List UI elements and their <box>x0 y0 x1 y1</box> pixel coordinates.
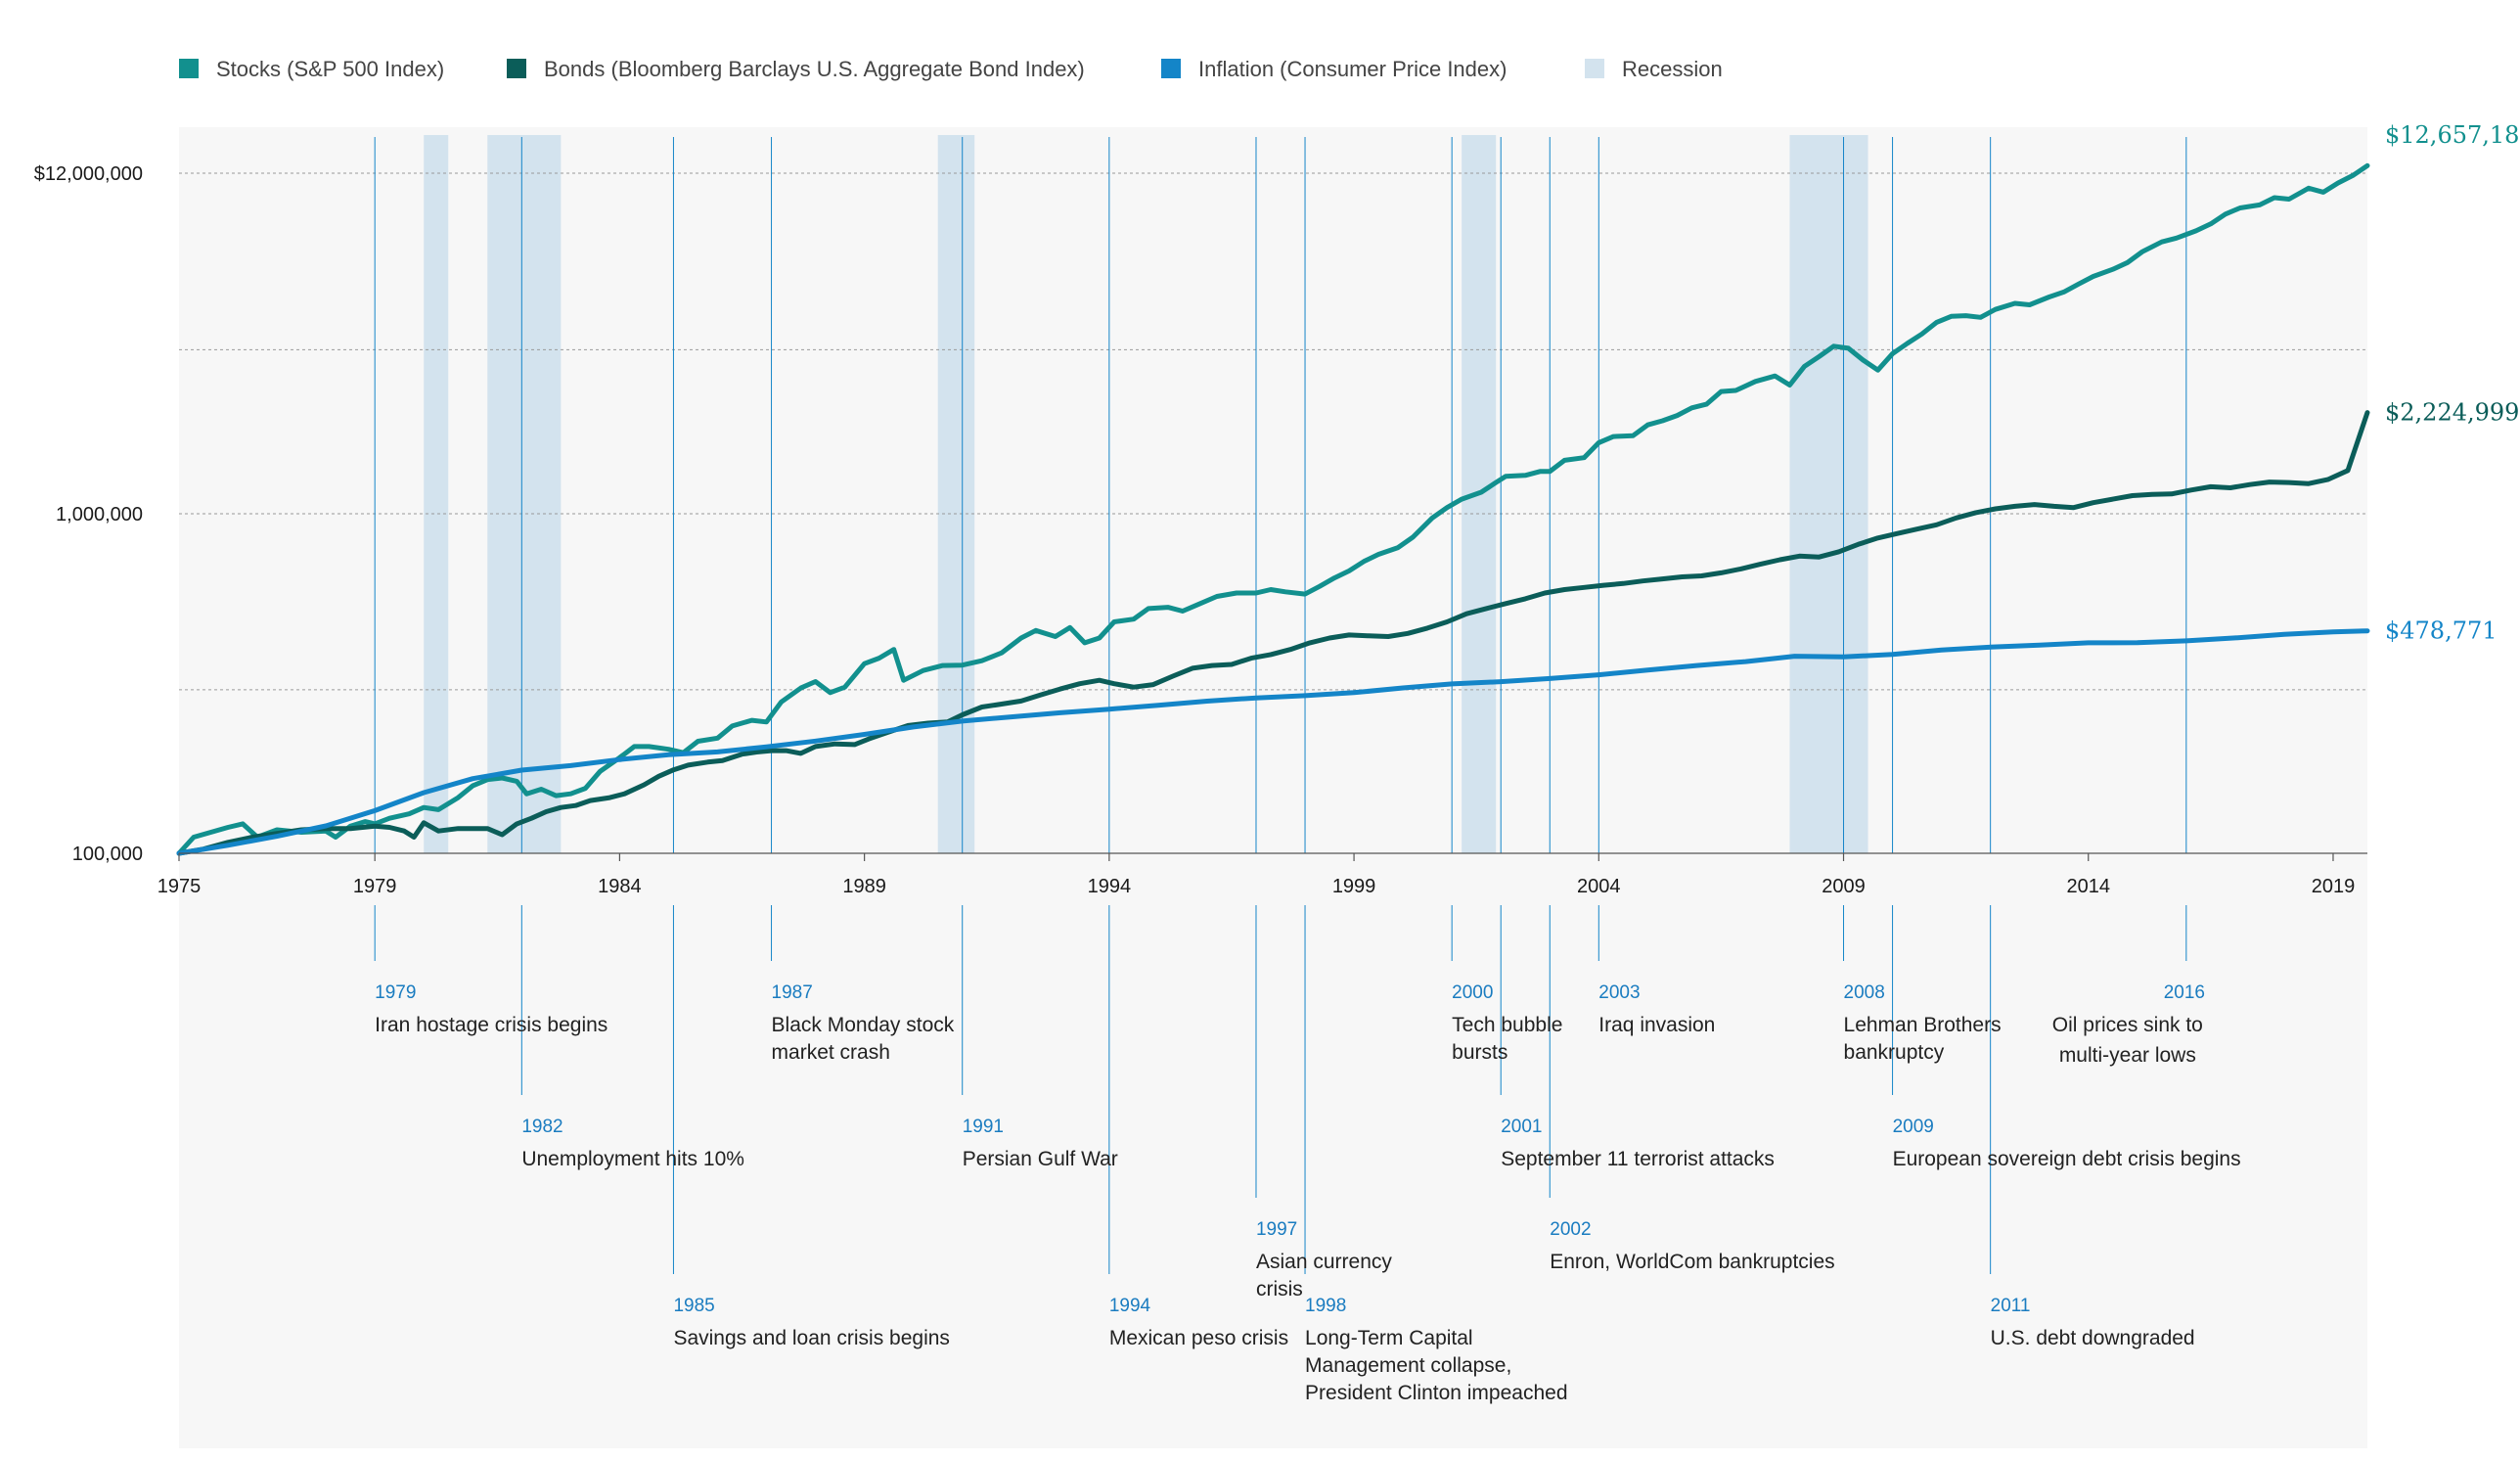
series-line-bonds <box>176 410 2370 856</box>
event-annotation: 1985 Savings and loan crisis begins <box>673 1296 950 1349</box>
event-annotation: 1998 Long-Term Capital Management collapse… <box>1305 1296 1568 1404</box>
legend-label-inflation: Inflation (Consumer Price Index) <box>1198 57 1507 81</box>
legend-swatch-stocks <box>179 59 199 78</box>
event-year: 2001 <box>1501 1117 1542 1137</box>
event-text: bankruptcy <box>1844 1041 1945 1064</box>
event-text: Black Monday stock <box>772 1014 955 1036</box>
x-tick-label: 2004 <box>1577 876 1621 897</box>
x-tick-label: 1994 <box>1088 876 1132 897</box>
event-annotation: 1982 Unemployment hits 10% <box>521 1117 744 1170</box>
legend-swatch-bonds <box>507 59 526 78</box>
event-year: 1987 <box>772 982 813 1003</box>
event-annotation: 2011 U.S. debt downgraded <box>1991 1296 2195 1349</box>
end-label-bonds: $2,224,999 <box>2385 399 2519 427</box>
recession-band <box>487 135 562 853</box>
event-lines <box>374 137 2187 1274</box>
axes: 1975 1979 1984 1989 1994 1999 2004 2009 2014 2019… <box>34 163 2367 897</box>
recession-band <box>937 135 975 853</box>
legend-label-stocks: Stocks (S&P 500 Index) <box>216 57 444 81</box>
x-tick-label: 1975 <box>158 876 202 897</box>
event-year: 2016 <box>2164 982 2205 1003</box>
event-annotation: 1979 Iran hostage crisis begins <box>375 982 608 1036</box>
event-text: Long-Term Capital <box>1305 1327 1473 1349</box>
x-tick-label: 2014 <box>2066 876 2110 897</box>
event-text: Iraq invasion <box>1598 1014 1715 1036</box>
event-annotation: 2001 September 11 terrorist attacks <box>1501 1117 1775 1170</box>
event-annotation: 2009 European sovereign debt crisis begin… <box>1893 1117 2241 1170</box>
event-text: Iran hostage crisis begins <box>375 1014 608 1036</box>
event-text: September 11 terrorist attacks <box>1501 1148 1775 1170</box>
recession-band <box>424 135 449 853</box>
event-text: multi-year lows <box>2059 1044 2196 1067</box>
event-text: Savings and loan crisis begins <box>673 1327 950 1349</box>
end-label-stocks: $12,657,180 <box>2385 121 2520 149</box>
event-text: U.S. debt downgraded <box>1991 1327 2195 1349</box>
event-text: European sovereign debt crisis begins <box>1893 1148 2241 1170</box>
event-annotation: 2008 Lehman Brothers bankruptcy <box>1844 982 2002 1064</box>
event-text: Unemployment hits 10% <box>521 1148 744 1170</box>
event-text: Asian currency <box>1256 1251 1392 1273</box>
y-tick-label: 100,000 <box>72 844 143 865</box>
chart-legend: Stocks (S&P 500 Index) Bonds (Bloomberg B… <box>179 57 1723 81</box>
event-annotation: 1987 Black Monday stock market crash <box>772 982 955 1064</box>
event-year: 1982 <box>521 1117 562 1137</box>
event-year: 2002 <box>1550 1219 1591 1240</box>
series-line-inflation <box>176 628 2370 856</box>
x-tick-label: 1979 <box>353 876 397 897</box>
event-year: 2011 <box>1991 1296 2031 1316</box>
event-text: bursts <box>1452 1041 1508 1064</box>
event-text: Tech bubble <box>1452 1014 1562 1036</box>
event-text: Management collapse, <box>1305 1354 1511 1377</box>
x-tick-label: 1984 <box>598 876 642 897</box>
event-text: President Clinton impeached <box>1305 1382 1568 1404</box>
x-tick-label: 1989 <box>842 876 886 897</box>
event-annotation: 2003 Iraq invasion <box>1598 982 1715 1036</box>
legend-label-recession: Recession <box>1622 57 1723 81</box>
event-year: 1994 <box>1109 1296 1151 1316</box>
series-lines <box>176 162 2370 856</box>
event-text: market crash <box>772 1041 890 1064</box>
event-year: 1979 <box>375 982 416 1003</box>
event-annotation: 2000 Tech bubble bursts <box>1452 982 1562 1064</box>
end-labels: $12,657,180 $2,224,999 $478,771 <box>2385 121 2520 645</box>
event-annotation: 2002 Enron, WorldCom bankruptcies <box>1550 1219 1834 1273</box>
event-year: 1998 <box>1305 1296 1346 1316</box>
legend-label-bonds: Bonds (Bloomberg Barclays U.S. Aggregate… <box>544 57 1085 81</box>
x-tick-label: 2019 <box>2312 876 2356 897</box>
recession-band <box>1789 135 1868 853</box>
event-annotation: 1994 Mexican peso crisis <box>1109 1296 1288 1349</box>
event-year: 2009 <box>1893 1117 1934 1137</box>
event-year: 2000 <box>1452 982 1493 1003</box>
event-text: Lehman Brothers <box>1844 1014 2002 1036</box>
event-text: Mexican peso crisis <box>1109 1327 1288 1349</box>
event-year: 2008 <box>1844 982 1885 1003</box>
x-tick-label: 2009 <box>1822 876 1866 897</box>
legend-swatch-inflation <box>1161 59 1181 78</box>
event-year: 1997 <box>1256 1219 1297 1240</box>
event-text: Enron, WorldCom bankruptcies <box>1550 1251 1834 1273</box>
event-year: 2003 <box>1598 982 1640 1003</box>
event-text: Persian Gulf War <box>963 1148 1118 1170</box>
end-label-inflation: $478,771 <box>2385 617 2498 645</box>
event-text: Oil prices sink to <box>2052 1014 2203 1036</box>
event-annotation: 1997 Asian currency crisis <box>1256 1219 1392 1300</box>
event-year: 1985 <box>673 1296 714 1316</box>
y-tick-label: 1,000,000 <box>56 504 143 525</box>
event-annotations: 1979 Iran hostage crisis begins 1982 Unempl… <box>375 982 2240 1404</box>
event-text: crisis <box>1256 1278 1303 1300</box>
legend-swatch-recession <box>1585 59 1604 78</box>
y-tick-label: $12,000,000 <box>34 163 143 185</box>
x-tick-label: 1999 <box>1332 876 1376 897</box>
event-year: 1991 <box>963 1117 1004 1137</box>
event-annotation: 2016 Oil prices sink to multi-year lows <box>2052 982 2205 1067</box>
event-annotation: 1991 Persian Gulf War <box>963 1117 1118 1170</box>
series-line-stocks <box>176 162 2370 856</box>
